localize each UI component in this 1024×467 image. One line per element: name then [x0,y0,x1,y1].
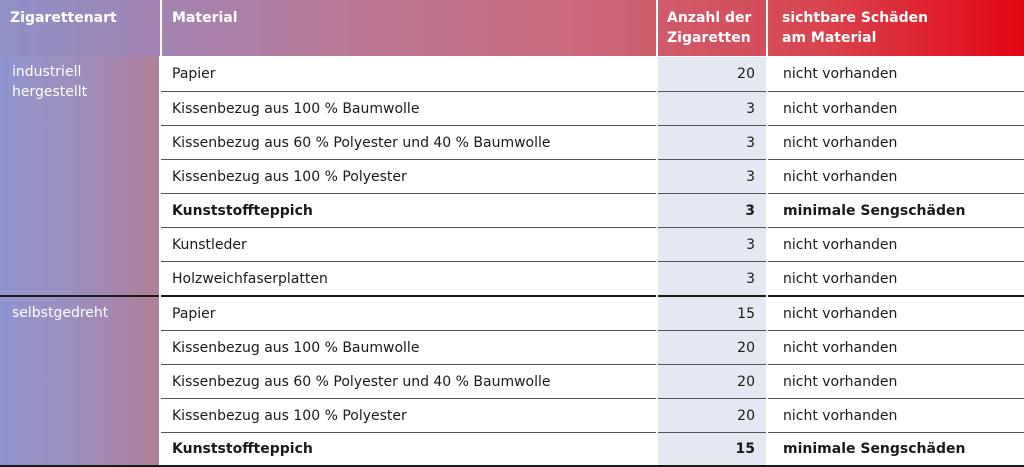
material-cell: Kunstleder [172,237,247,253]
column-divider [656,56,658,467]
material-cell: Papier [172,306,216,322]
header-zigarettenart-label: Zigarettenart [10,10,117,26]
material-cell: Holzweichfaserplatten [172,271,328,287]
header-schaeden: sichtbare Schäden am Material [768,0,1024,56]
column-divider [159,56,161,467]
table-row: Kunststoffteppich 15 minimale Sengschäde… [161,433,1024,465]
row-divider [161,398,1024,399]
header-material-label: Material [172,10,238,26]
table-header [0,0,1024,56]
count-cell: 3 [657,262,767,296]
table-row: Kissenbezug aus 100 % Polyester 20 nicht… [161,399,1024,433]
group-label-line1: selbstgedreht [12,305,109,321]
count-cell: 20 [657,365,767,399]
header-divider [766,0,768,56]
row-divider [161,364,1024,365]
count-cell: 15 [657,433,767,465]
table-row: Kissenbezug aus 100 % Baumwolle 3 nicht … [161,92,1024,126]
table-bottom-border [0,465,1024,467]
damage-cell: nicht vorhanden [783,66,898,82]
header-divider [656,0,658,56]
row-divider [161,193,1024,194]
count-cell: 20 [657,331,767,365]
table-row: Kunstleder 3 nicht vorhanden [161,228,1024,262]
table-row: Holzweichfaserplatten 3 nicht vorhanden [161,262,1024,296]
material-cell: Kissenbezug aus 100 % Baumwolle [172,340,420,356]
material-cell: Kissenbezug aus 60 % Polyester und 40 % … [172,374,551,390]
material-cell: Papier [172,66,216,82]
table-row: Papier 20 nicht vorhanden [161,57,1024,91]
damage-cell: nicht vorhanden [783,101,898,117]
material-cell: Kunststoffteppich [172,203,313,219]
group-industriell: industriell hergestellt [0,56,160,296]
header-anzahl-line1: Anzahl der [667,10,752,26]
group-label-line2: hergestellt [12,84,88,100]
damage-cell: nicht vorhanden [783,135,898,151]
damage-cell: minimale Sengschäden [783,203,966,219]
group-divider [0,295,1024,297]
count-cell: 3 [657,194,767,228]
header-schaeden-line1: sichtbare Schäden [782,10,929,26]
damage-cell: nicht vorhanden [783,340,898,356]
row-divider [161,91,1024,92]
table-row: Kissenbezug aus 60 % Polyester und 40 % … [161,365,1024,399]
count-cell: 15 [657,297,767,331]
material-cell: Kissenbezug aus 60 % Polyester und 40 % … [172,135,551,151]
material-cell: Kissenbezug aus 100 % Baumwolle [172,101,420,117]
table-row: Kissenbezug aus 100 % Polyester 3 nicht … [161,160,1024,194]
table-row: Papier 15 nicht vorhanden [161,297,1024,331]
damage-cell: minimale Sengschäden [783,441,966,457]
material-cell: Kunststoffteppich [172,441,313,457]
row-divider [161,261,1024,262]
header-schaeden-line2: am Material [782,30,877,46]
count-cell: 20 [657,399,767,433]
row-divider [161,125,1024,126]
column-divider [766,56,768,467]
count-cell: 3 [657,228,767,262]
damage-cell: nicht vorhanden [783,237,898,253]
damage-cell: nicht vorhanden [783,271,898,287]
count-cell: 3 [657,160,767,194]
damage-cell: nicht vorhanden [783,306,898,322]
count-cell: 3 [657,92,767,126]
header-divider [160,0,162,56]
material-cell: Kissenbezug aus 100 % Polyester [172,408,407,424]
table-row: Kissenbezug aus 100 % Baumwolle 20 nicht… [161,331,1024,365]
header-anzahl: Anzahl der Zigaretten [658,0,766,56]
row-divider [161,227,1024,228]
table-row: Kunststoffteppich 3 minimale Sengschäden [161,194,1024,228]
damage-cell: nicht vorhanden [783,408,898,424]
count-cell: 3 [657,126,767,160]
header-zigarettenart: Zigarettenart [0,0,160,56]
material-cell: Kissenbezug aus 100 % Polyester [172,169,407,185]
table-row: Kissenbezug aus 60 % Polyester und 40 % … [161,126,1024,160]
group-selbstgedreht: selbstgedreht [0,297,160,465]
row-divider [161,330,1024,331]
row-divider [161,159,1024,160]
damage-cell: nicht vorhanden [783,169,898,185]
group-label-line1: industriell [12,64,82,80]
damage-cell: nicht vorhanden [783,374,898,390]
row-divider [161,432,1024,433]
header-anzahl-line2: Zigaretten [667,30,751,46]
count-cell: 20 [657,57,767,91]
header-material: Material [162,0,656,56]
